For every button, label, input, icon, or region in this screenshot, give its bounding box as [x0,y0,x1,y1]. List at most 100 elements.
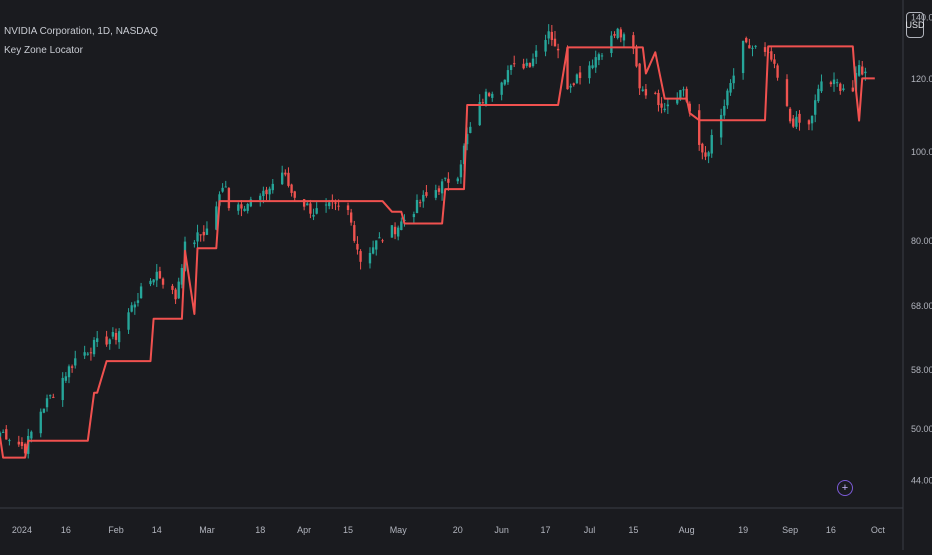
candle-body [751,47,754,49]
candle-body [302,199,306,207]
candle-body [857,65,861,76]
candle-body [591,65,594,68]
y-tick-label: 100.00 [911,147,932,157]
candle-body [748,45,751,49]
x-tick-label: Mar [199,525,215,535]
candle-body [243,208,246,211]
candle-body [835,82,839,84]
x-tick-label: 18 [255,525,265,535]
candle-body [287,172,290,186]
candle-body [328,202,331,207]
candle-body [820,81,823,92]
candle-body [422,194,425,202]
candle-body [92,339,96,355]
candle-body [491,93,494,98]
candle-body [484,91,488,105]
candle-body [30,431,33,439]
candle-body [434,190,437,198]
y-tick-label: 80.00 [911,236,932,246]
candle-body [290,184,293,193]
candle-body [52,396,55,398]
candle-body [83,352,86,356]
candle-body [506,70,510,83]
candle-body [193,242,196,245]
candle-body [698,110,701,145]
candle-body [654,92,657,94]
x-tick-label: 15 [628,525,638,535]
candle-body [785,79,789,106]
candle-body [798,113,801,123]
candle-body [306,203,309,206]
candle-body [375,240,378,250]
candle-body [550,31,554,40]
candle-body [281,172,284,185]
candle-body [773,59,776,64]
candle-body [729,83,732,93]
candle-body [108,339,111,345]
candle-body [356,243,359,250]
candle-body [522,63,525,69]
x-tick-label: Feb [108,525,124,535]
candle-body [1,431,5,433]
candle-body [196,232,199,242]
candle-body [817,88,820,102]
candle-body [839,83,842,91]
candle-body [20,442,24,446]
candle-body [371,247,375,254]
candle-body [679,90,682,99]
candle-body [795,116,798,127]
candle-body [710,135,713,154]
candle-body [312,214,315,217]
candle-body [462,145,466,165]
candle-body [353,225,356,241]
candle-body [349,212,353,223]
candle-body [553,38,557,47]
candle-body [619,29,622,38]
x-tick-label: 16 [826,525,836,535]
candle-body [177,281,180,299]
candle-body [39,411,42,434]
candle-body [556,48,560,51]
candle-body [202,231,205,236]
candle-body [622,34,626,41]
candle-body [534,50,538,57]
candle-body [158,271,162,279]
symbol-title[interactable]: NVIDIA Corporation, 1D, NASDAQ [4,26,158,37]
candle-body [509,65,513,71]
candle-body [528,62,532,67]
candle-body [531,58,535,67]
currency-button[interactable]: USD [906,12,925,38]
candle-body [61,377,64,401]
candle-body [851,87,855,92]
candle-body [776,65,779,78]
candle-body [701,143,704,153]
candle-body [726,90,729,106]
candle-body [466,134,469,145]
candle-body [688,103,691,112]
candle-body [171,285,174,290]
y-tick-label: 50.00 [911,424,932,434]
candle-body [64,376,68,381]
candle-body [842,88,845,90]
key-zone-line [0,45,875,459]
x-tick-label: 15 [343,525,353,535]
candle-body [600,55,604,57]
add-plus-icon[interactable]: + [837,480,853,496]
candle-body [378,237,381,239]
candle-body [111,332,115,337]
candle-body [346,205,350,211]
candle-body [666,104,670,107]
candle-body [136,300,140,303]
indicator-label[interactable]: Key Zone Locator [4,45,83,56]
x-tick-label: 2024 [12,525,32,535]
candle-body [23,443,27,454]
candle-body [792,118,795,127]
candle-body [437,188,441,192]
candle-body [155,271,158,281]
candle-body [657,92,660,106]
candle-body [644,89,648,96]
candle-body [763,47,767,52]
candle-body [249,199,253,207]
